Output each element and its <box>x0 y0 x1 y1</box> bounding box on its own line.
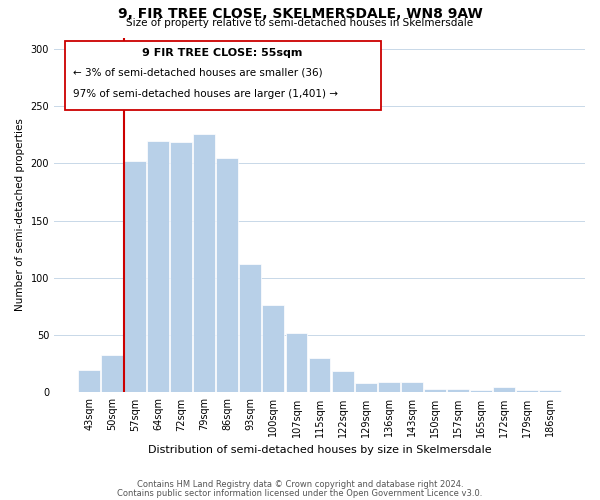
Bar <box>239 264 262 392</box>
Bar <box>539 390 561 392</box>
Bar <box>308 358 331 392</box>
Bar <box>377 382 400 392</box>
Bar <box>516 390 538 392</box>
Text: ← 3% of semi-detached houses are smaller (36): ← 3% of semi-detached houses are smaller… <box>73 68 322 78</box>
Y-axis label: Number of semi-detached properties: Number of semi-detached properties <box>15 118 25 312</box>
Bar <box>147 140 169 392</box>
Text: 97% of semi-detached houses are larger (1,401) →: 97% of semi-detached houses are larger (… <box>73 89 338 99</box>
Text: 9, FIR TREE CLOSE, SKELMERSDALE, WN8 9AW: 9, FIR TREE CLOSE, SKELMERSDALE, WN8 9AW <box>118 8 482 22</box>
Bar <box>332 370 353 392</box>
Text: 9 FIR TREE CLOSE: 55sqm: 9 FIR TREE CLOSE: 55sqm <box>142 48 303 58</box>
Bar <box>217 158 238 392</box>
Bar <box>262 306 284 392</box>
Bar <box>286 333 307 392</box>
Bar <box>493 386 515 392</box>
Bar <box>193 134 215 392</box>
Bar <box>124 161 146 392</box>
Bar <box>447 389 469 392</box>
Text: Contains public sector information licensed under the Open Government Licence v3: Contains public sector information licen… <box>118 488 482 498</box>
FancyBboxPatch shape <box>65 41 380 110</box>
Bar <box>170 142 192 392</box>
Bar <box>78 370 100 392</box>
Text: Contains HM Land Registry data © Crown copyright and database right 2024.: Contains HM Land Registry data © Crown c… <box>137 480 463 489</box>
Bar <box>101 354 123 393</box>
Bar <box>470 390 492 392</box>
Text: Size of property relative to semi-detached houses in Skelmersdale: Size of property relative to semi-detach… <box>127 18 473 28</box>
Bar <box>355 384 377 392</box>
X-axis label: Distribution of semi-detached houses by size in Skelmersdale: Distribution of semi-detached houses by … <box>148 445 491 455</box>
Bar <box>401 382 422 392</box>
Bar <box>424 389 446 392</box>
